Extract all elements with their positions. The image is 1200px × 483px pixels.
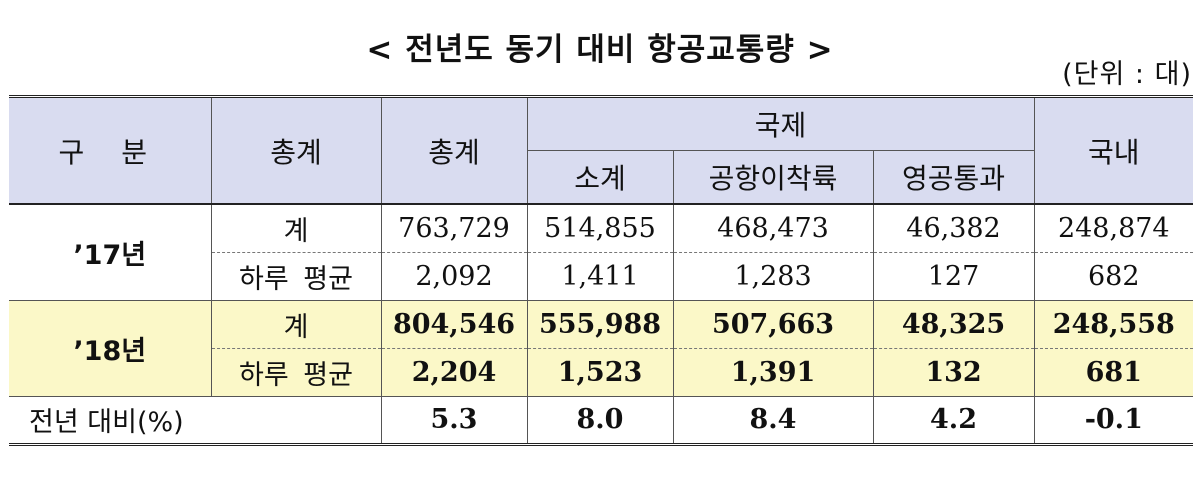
row-17-sum-label: 계 (210, 204, 381, 252)
year-17-label: ’17년 (73, 239, 147, 271)
cell-18-avg-airport: 1,391 (672, 347, 873, 396)
cell-18-avg-overflight: 132 (872, 347, 1035, 396)
page-title: < 전년도 동기 대비 항공교통량 > (366, 32, 834, 68)
cell-18-avg-domestic: 681 (1033, 347, 1194, 396)
header-row-bottom: 소계 공항이착륙 영공통과 (9, 150, 1193, 205)
cell-18-sum-subtotal: 555,988 (526, 299, 673, 348)
cell-18-sum-total: 804,546 (380, 299, 527, 348)
header-international: 국제 (526, 95, 1035, 151)
row-17-sum: ’17년 계 763,729 514,855 468,473 46,382 24… (9, 204, 1194, 271)
header-subtotal: 소계 (526, 150, 673, 205)
row-18-avg: 하루 평균 2,204 1,523 1,391 132 681 (9, 347, 1194, 396)
header-overflight: 영공통과 (872, 150, 1035, 205)
cell-17-avg-overflight: 127 (872, 251, 1035, 300)
unit-label: (단위 : 대) (1062, 59, 1192, 90)
cell-18-avg-subtotal: 1,523 (526, 347, 673, 396)
row-17-avg: 하루 평균 2,092 1,411 1,283 127 682 (9, 251, 1194, 300)
cell-compare-domestic: -0.1 (1033, 395, 1194, 446)
year-18-label: ’18년 (9, 299, 211, 396)
cell-17-avg-domestic: 682 (1033, 251, 1194, 300)
cell-compare-subtotal: 8.0 (526, 395, 673, 446)
cell-18-avg-total: 2,204 (380, 347, 527, 396)
cell-17-avg-airport: 1,283 (672, 251, 873, 300)
row-17-avg-label: 하루 평균 (210, 251, 381, 300)
cell-compare-total: 5.3 (380, 395, 527, 446)
header-row-top: 구 분 총계 총계 국제 국내 (9, 95, 1194, 205)
row-18-sum: ’18년 계 804,546 555,988 507,663 48,325 24… (9, 299, 1194, 396)
row-18-sum-label: 계 (210, 299, 381, 348)
traffic-table: 구 분 총계 총계 국제 국내 소계 공항이착륙 영공통과 ’17년 계 763… (9, 95, 1194, 446)
header-airport: 공항이착륙 (672, 150, 873, 205)
cell-18-sum-domestic: 248,558 (1033, 299, 1194, 348)
cell-17-sum-total: 763,729 (380, 204, 527, 252)
compare-label: 전년 대비(%) (9, 395, 381, 446)
cell-compare-overflight: 4.2 (872, 395, 1035, 446)
row-compare: 전년 대비(%) 5.3 8.0 8.4 4.2 -0.1 (9, 395, 1194, 446)
header-category: 구 분 (9, 95, 211, 205)
cell-18-sum-airport: 507,663 (672, 299, 873, 348)
cell-17-avg-subtotal: 1,411 (526, 251, 673, 300)
cell-17-avg-total: 2,092 (380, 251, 527, 300)
row-18-avg-label: 하루 평균 (210, 347, 381, 396)
header-domestic: 국내 (1033, 95, 1194, 205)
cell-17-sum-subtotal: 514,855 (526, 204, 673, 252)
cell-17-sum-overflight: 46,382 (872, 204, 1035, 252)
cell-17-sum-domestic: 248,874 (1033, 204, 1194, 252)
cell-17-sum-airport: 468,473 (672, 204, 873, 252)
header-total-left: 총계 (210, 95, 381, 205)
cell-18-sum-overflight: 48,325 (872, 299, 1035, 348)
header-total: 총계 (380, 95, 527, 205)
cell-compare-airport: 8.4 (672, 395, 873, 446)
